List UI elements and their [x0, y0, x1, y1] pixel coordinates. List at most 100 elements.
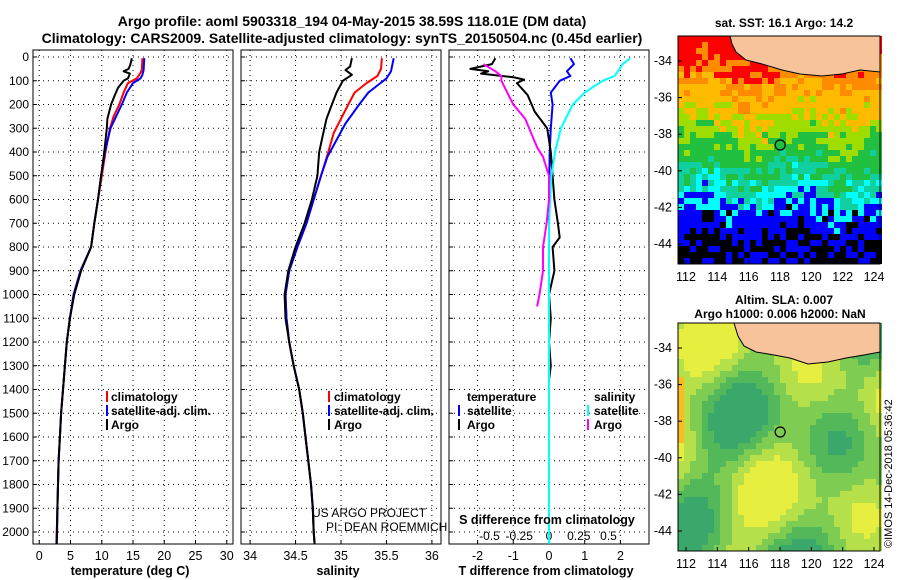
sla-cell [846, 473, 852, 479]
sst-cell [852, 210, 858, 216]
sla-cell [768, 425, 774, 431]
sst-cell [756, 204, 762, 210]
sla-cell [876, 497, 882, 503]
sst-cell [780, 258, 786, 264]
sst-cell [816, 192, 822, 198]
sst-cell [708, 96, 714, 102]
sla-cell [870, 353, 876, 359]
sla-cell [684, 353, 690, 359]
sst-cell [738, 180, 744, 186]
sla-cell [786, 389, 792, 395]
sla-cell [804, 539, 810, 545]
sst-cell [720, 204, 726, 210]
sla-cell [816, 539, 822, 545]
sst-cell [744, 84, 750, 90]
sst-cell [870, 156, 876, 162]
sla-cell [828, 515, 834, 521]
sst-cell [696, 252, 702, 258]
sst-cell [822, 246, 828, 252]
sst-cell [858, 126, 864, 132]
sla-cell [708, 509, 714, 515]
sla-cell [738, 545, 744, 551]
sla-cell [810, 371, 816, 377]
sst-cell [702, 234, 708, 240]
sst-cell [870, 168, 876, 174]
sst-cell [798, 222, 804, 228]
sst-cell [792, 144, 798, 150]
sst-cell [750, 114, 756, 120]
sst-cell [708, 126, 714, 132]
sst-cell [858, 90, 864, 96]
sst-cell [708, 60, 714, 66]
sst-cell [720, 210, 726, 216]
sla-cell [786, 461, 792, 467]
sla-cell [714, 407, 720, 413]
sst-cell [720, 138, 726, 144]
depth-tick-label: 500 [9, 169, 29, 183]
sst-cell [762, 108, 768, 114]
sst-cell [684, 240, 690, 246]
sst-cell [696, 108, 702, 114]
sla-cell [876, 395, 882, 401]
sla-cell [720, 365, 726, 371]
sla-cell [768, 503, 774, 509]
sla-cell [780, 431, 786, 437]
sla-cell [864, 533, 870, 539]
sst-cell [864, 132, 870, 138]
s-x-tick-label: -0.5 [479, 529, 500, 543]
sst-cell [774, 126, 780, 132]
sst-cell [696, 192, 702, 198]
lat-tick-label: -38 [654, 127, 672, 141]
sst-cell [810, 102, 816, 108]
sla-cell [816, 503, 822, 509]
sla-cell [852, 485, 858, 491]
sla-cell [714, 365, 720, 371]
sla-cell [732, 431, 738, 437]
sst-cell [708, 240, 714, 246]
sst-cell [828, 108, 834, 114]
sst-cell [786, 192, 792, 198]
sla-cell [684, 425, 690, 431]
sst-cell [726, 138, 732, 144]
sst-cell [708, 180, 714, 186]
sla-cell [726, 347, 732, 353]
sla-cell [756, 497, 762, 503]
sst-cell [870, 102, 876, 108]
sst-cell [774, 216, 780, 222]
sla-cell [828, 371, 834, 377]
legend-swatch-t-argo [458, 419, 460, 430]
sst-cell [840, 234, 846, 240]
sla-cell [750, 449, 756, 455]
sla-cell [738, 455, 744, 461]
sla-cell [762, 425, 768, 431]
sst-cell [696, 246, 702, 252]
sst-cell [756, 222, 762, 228]
sla-cell [858, 497, 864, 503]
sst-cell [750, 60, 756, 66]
sla-cell [714, 497, 720, 503]
sla-cell [756, 527, 762, 533]
sla-cell [864, 467, 870, 473]
sst-cell [846, 96, 852, 102]
sla-cell [750, 521, 756, 527]
sst-cell [714, 96, 720, 102]
depth-tick-label: 1600 [2, 430, 29, 444]
sst-cell [726, 54, 732, 60]
sla-cell [864, 455, 870, 461]
sst-cell [696, 120, 702, 126]
sst-cell [696, 222, 702, 228]
sla-cell [744, 503, 750, 509]
sla-cell [732, 497, 738, 503]
sst-cell [744, 156, 750, 162]
sst-cell [792, 246, 798, 252]
sla-cell [786, 503, 792, 509]
sla-cell [816, 419, 822, 425]
sst-cell [726, 66, 732, 72]
profile-location-marker [774, 426, 786, 438]
sla-cell [852, 365, 858, 371]
sst-cell [738, 216, 744, 222]
sla-cell [702, 443, 708, 449]
sla-cell [738, 359, 744, 365]
sla-cell [678, 401, 684, 407]
